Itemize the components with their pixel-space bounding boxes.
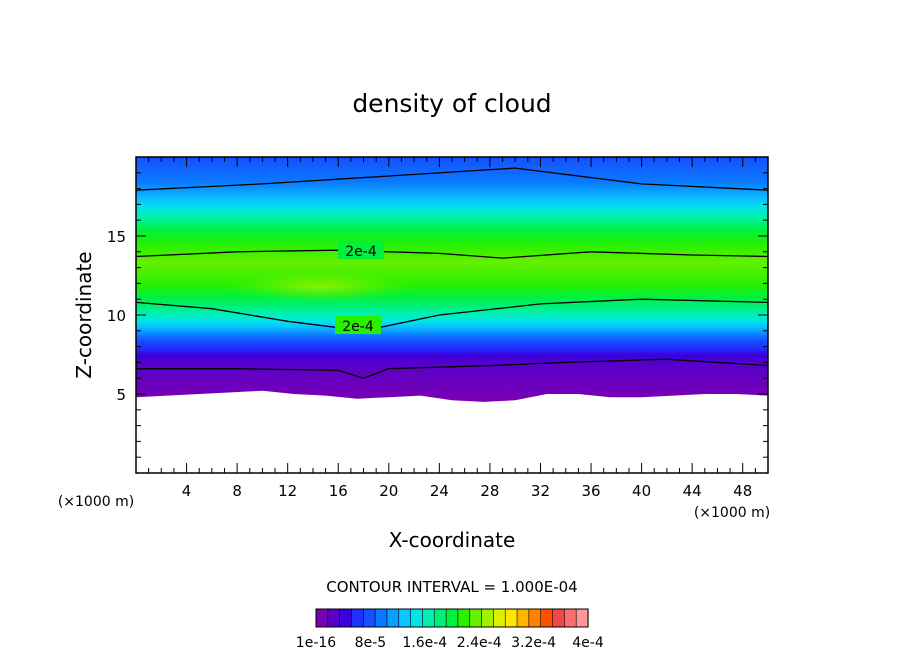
colorbar-tick-label: 8e-5 <box>355 635 386 651</box>
colorbar-tick-label: 3.2e-4 <box>511 635 556 651</box>
colorbar-swatch <box>564 608 577 628</box>
colorbar-swatch <box>516 608 530 628</box>
x-tick-label: 12 <box>278 482 297 500</box>
colorbar-swatch <box>433 608 447 628</box>
x-unit-label: (×1000 m) <box>694 505 770 521</box>
colorbar-swatch <box>469 608 483 628</box>
colorbar-labels: 1e-16 8e-5 1.6e-4 2.4e-4 3.2e-4 4e-4 <box>296 635 604 651</box>
contour-line <box>136 167 768 191</box>
x-tick-label: 36 <box>581 482 600 500</box>
y-tick-label: 5 <box>116 386 126 404</box>
x-axis-label: X-coordinate <box>389 528 516 552</box>
contour-label-bg-upper <box>338 241 384 259</box>
contour-label-bg-lower <box>335 316 381 334</box>
y-axis-label: Z-coordinate <box>72 251 96 378</box>
colorbar-swatch <box>315 608 329 628</box>
x-tick-label: 44 <box>683 482 702 500</box>
colorbar-swatch <box>327 608 341 628</box>
colorbar-tick-label: 1e-16 <box>296 635 336 651</box>
colorbar-swatch <box>457 608 471 628</box>
colorbar-swatch <box>493 608 506 628</box>
x-tick-label: 20 <box>379 482 398 500</box>
colorbar-swatch <box>339 608 353 628</box>
colorbar-swatch <box>481 608 495 628</box>
contour-lines <box>136 167 768 379</box>
x-tick-label: 40 <box>632 482 651 500</box>
colorbar-swatch <box>398 608 412 628</box>
colorbar-swatch <box>362 608 376 628</box>
x-tick-label: 16 <box>329 482 348 500</box>
contour-label-lower: 2e-4 <box>342 319 374 335</box>
colorbar-swatch <box>445 608 459 628</box>
colorbar-swatch <box>351 608 364 628</box>
colorbar-swatch <box>540 608 554 628</box>
x-tick-label: 8 <box>232 482 242 500</box>
colorbar-swatch <box>528 608 542 628</box>
contour-line <box>136 358 768 379</box>
contour-line <box>136 298 768 332</box>
colorbar-tick-label: 2.4e-4 <box>457 635 502 651</box>
colorbar-swatch <box>410 608 424 628</box>
colorbar-swatch <box>386 608 400 628</box>
contour-line <box>136 249 768 259</box>
z-unit-label: (×1000 m) <box>58 494 134 510</box>
colorbar-swatch <box>552 608 565 628</box>
contour-interval-text: CONTOUR INTERVAL = 1.000E-04 <box>326 578 577 596</box>
colorbar-frame <box>315 608 589 628</box>
y-tick-label: 10 <box>107 307 126 325</box>
colorbar-tick-label: 4e-4 <box>572 635 604 651</box>
colorbar-swatch <box>422 608 435 628</box>
x-tick-label: 28 <box>480 482 499 500</box>
x-tick-label: 32 <box>531 482 550 500</box>
x-tick-label: 4 <box>182 482 192 500</box>
colorbar-swatch <box>575 608 589 628</box>
colorbar-tick-label: 1.6e-4 <box>402 635 447 651</box>
chart-title: density of cloud <box>352 89 551 118</box>
high-density-core <box>225 270 415 302</box>
x-tick-label: 48 <box>733 482 752 500</box>
x-tick-label: 24 <box>430 482 449 500</box>
y-tick-label: 15 <box>107 228 126 246</box>
colorbar-swatch <box>374 608 388 628</box>
colorbar-swatch <box>504 608 518 628</box>
cloud-density-fill <box>136 157 768 402</box>
colorbar <box>315 608 589 628</box>
contour-label-upper: 2e-4 <box>345 244 377 260</box>
contour-field <box>136 157 768 402</box>
